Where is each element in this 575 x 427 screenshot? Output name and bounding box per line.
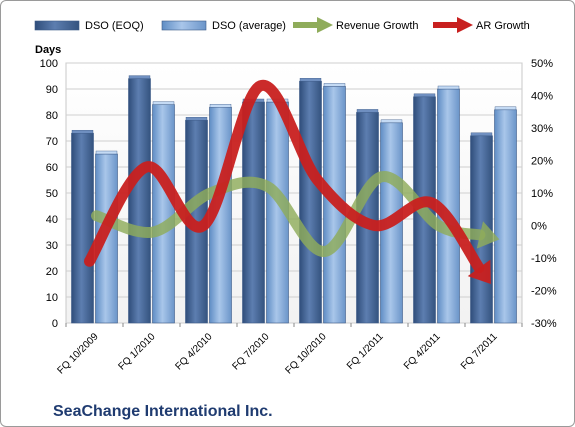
bar-top-0-7 [470,132,493,137]
y-tick-label-3: 30 [46,240,58,252]
y2-tick-label-1: -20% [531,286,557,298]
bar-dso-eoq-4 [299,80,322,324]
y-tick-label-0: 0 [52,318,58,330]
bar-dso-average-1 [152,104,175,324]
y-tick-label-10: 100 [40,58,58,70]
arrowhead-revenue-growth [476,221,500,249]
x-tick-label-1: FQ 1/2010 [116,331,157,372]
arrowhead-ar-growth [467,259,491,284]
y-tick-label-4: 40 [46,214,58,226]
x-tick-label-5: FQ 1/2011 [345,331,386,372]
y-tick-label-7: 70 [46,136,58,148]
line-revenue-growth [91,171,486,257]
x-tick-label-0: FQ 10/2009 [55,331,100,376]
bar-top-0-0 [71,129,94,134]
legend-label-0: DSO (EOQ) [85,20,144,32]
bar-top-1-4 [323,83,346,87]
legend-swatch-arrow-3 [457,17,473,33]
y2-tick-label-4: 10% [531,188,553,200]
bar-top-0-1 [128,75,151,79]
bar-top-0-2 [185,116,208,121]
bar-top-0-6 [413,93,436,98]
bar-top-1-0 [95,150,118,155]
bar-top-0-4 [299,77,322,82]
bar-top-0-5 [356,109,379,113]
y2-tick-label-2: -10% [531,253,557,265]
x-tick-label-6: FQ 4/2011 [402,331,443,372]
legend-swatch-arrow-2 [317,17,333,33]
y2-tick-label-5: 20% [531,156,553,168]
bar-top-1-1 [152,101,175,105]
legend-swatch-0 [34,20,80,31]
y2-tick-label-6: 30% [531,123,553,135]
legend-label-3: AR Growth [476,20,530,32]
y-tick-label-2: 20 [46,266,58,278]
y-tick-label-1: 10 [46,292,58,304]
x-tick-label-4: FQ 10/2010 [283,331,328,376]
y-axis-title: Days [35,44,61,56]
legend: DSO (EOQ) DSO (average) Revenue Growth AR G… [34,17,530,33]
y2-tick-label-0: -30% [531,318,557,330]
company-label: SeaChange International Inc. [53,403,273,420]
bar-top-1-5 [380,119,403,124]
lines-layer [84,80,500,284]
y-tick-label-9: 90 [46,84,58,96]
y2-tick-label-8: 50% [531,58,553,70]
bar-top-1-7 [494,106,517,111]
y-tick-label-6: 60 [46,162,58,174]
legend-label-1: DSO (average) [212,20,286,32]
y2-tick-label-3: 0% [531,221,547,233]
x-tick-label-7: FQ 7/2011 [459,331,500,372]
x-tick-label-2: FQ 4/2010 [173,331,214,372]
bar-dso-eoq-0 [71,132,94,324]
bar-top-1-6 [437,85,460,90]
legend-swatch-1 [161,20,207,31]
bar-dso-eoq-1 [128,78,151,324]
y-tick-label-5: 50 [46,188,58,200]
legend-label-2: Revenue Growth [336,20,419,32]
y2-tick-label-7: 40% [531,91,553,103]
bar-dso-average-7 [494,109,517,324]
line-ar-growth [84,80,485,274]
y-tick-label-8: 80 [46,110,58,122]
x-tick-label-3: FQ 7/2010 [230,331,271,372]
bar-dso-eoq-3 [242,101,265,324]
bar-top-1-2 [209,103,232,108]
